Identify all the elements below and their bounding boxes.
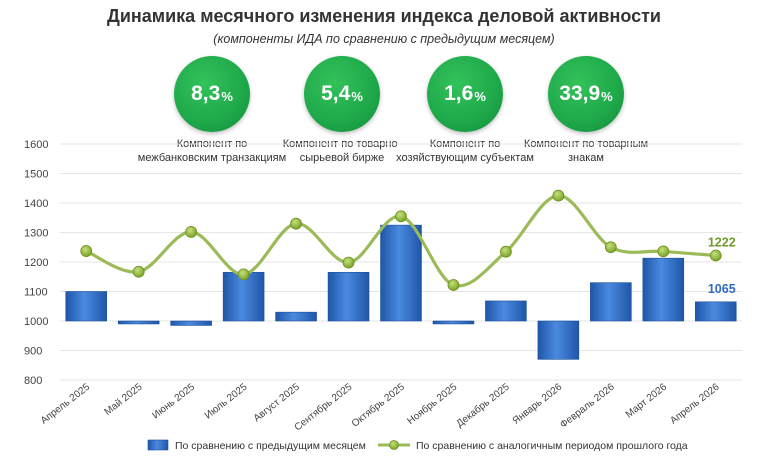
bar [222,272,265,322]
legend-swatch-marker [389,440,399,450]
kpi-circle: 5,4% [304,56,380,132]
bar [380,224,422,322]
x-tick-label: Февраль 2026 [558,381,617,430]
chart-title: Динамика месячного изменения индекса дел… [107,6,661,26]
bar [537,320,580,360]
kpi-unit: % [221,89,233,104]
kpi-value: 33,9 [559,82,601,105]
x-tick-label: Июнь 2025 [150,381,197,421]
x-tick-label: Сентябрь 2025 [292,381,355,434]
y-tick-label: 1200 [24,257,48,269]
y-tick-label: 1100 [24,287,48,299]
kpi-unit: % [474,89,486,104]
y-tick-label: 1600 [24,139,48,151]
bar [642,257,685,322]
legend-item-line: По сравнению с аналогичным периодом прош… [378,440,688,452]
kpi-unit: % [601,89,613,104]
line-point [395,210,407,223]
bar [485,300,527,322]
kpi-interbank: 8,3% Компонент по межбанковским транзакц… [137,56,287,165]
y-tick-label: 1400 [24,198,48,210]
line-point [237,268,250,281]
y-tick-label: 1000 [24,316,48,328]
legend-label: По сравнению с аналогичным периодом прош… [416,440,688,452]
y-tick-label: 1300 [24,228,48,240]
legend-label: По сравнению с предыдущим месяцем [175,440,366,452]
bar [117,320,160,325]
x-tick-label: Апрель 2025 [39,381,93,426]
kpi-commodity: 5,4% Компонент по товарно-сырьевой бирже [267,56,417,165]
bar [432,320,475,325]
kpi-business-entities: 1,6% Компонент по хозяйствующим субъекта… [390,56,540,165]
chart-subtitle: (компоненты ИДА по сравнению с предыдущи… [213,32,555,46]
y-tick-label: 800 [24,375,42,387]
kpi-circle: 1,6% [427,56,503,132]
data-label: 1065 [708,282,736,296]
x-tick-label: Август 2025 [252,381,303,424]
y-tick-label: 900 [24,346,42,358]
bar [695,301,737,322]
bar-series [65,224,737,360]
x-tick-label: Апрель 2026 [668,381,722,426]
legend: По сравнению с предыдущим месяцем По срав… [147,439,688,452]
x-tick-label: Ноябрь 2025 [405,381,460,427]
data-label: 1222 [708,236,736,250]
line-point [290,217,302,230]
bar [327,272,370,322]
y-tick-label: 1500 [24,169,48,181]
line-point [185,226,198,238]
line-point [552,189,565,202]
legend-item-bars: По сравнению с предыдущим месяцем [147,439,366,452]
line-point [604,241,617,254]
bar [590,282,632,322]
bar [275,311,317,322]
line-point [342,256,355,269]
line-point [447,279,460,291]
line-point [500,245,512,258]
x-tick-label: Март 2026 [624,381,670,420]
kpi-value: 5,4 [321,82,351,105]
kpi-value: 1,6 [444,82,474,105]
kpi-value: 8,3 [191,82,221,105]
kpi-circle: 8,3% [174,56,250,132]
x-tick-label: Май 2025 [103,381,145,417]
x-tick-label: Октябрь 2025 [349,381,407,430]
kpi-unit: % [351,89,363,104]
x-tick-label: Декабрь 2025 [454,381,512,430]
line-point [80,245,93,257]
bar [170,320,212,326]
kpi-circle: 33,9% [548,56,624,132]
legend-swatch-bar [147,439,169,451]
line-series [80,189,722,291]
x-tick-label: Январь 2026 [511,381,565,426]
line-point [657,245,670,258]
line-point [709,249,722,262]
bar [65,291,107,322]
x-tick-label: Июль 2025 [203,381,250,421]
line-point [132,265,145,278]
